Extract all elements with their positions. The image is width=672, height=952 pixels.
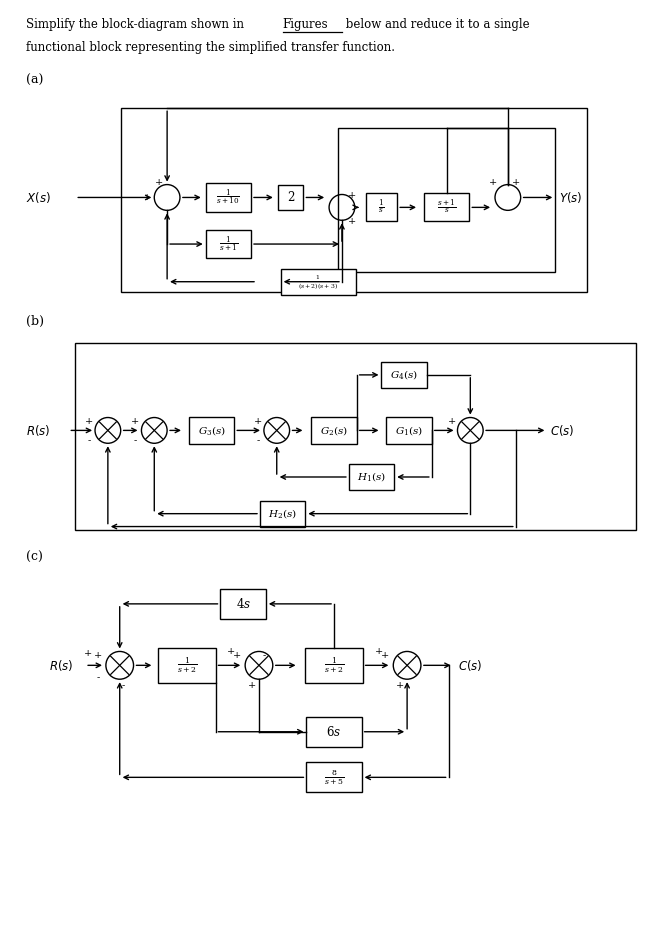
Text: -: - (262, 651, 265, 660)
Text: +: + (396, 681, 405, 689)
Text: $X(s)$: $X(s)$ (26, 190, 51, 205)
Text: $\frac{1}{s+2}$: $\frac{1}{s+2}$ (324, 656, 344, 675)
Text: +: + (227, 647, 235, 656)
Text: +: + (448, 417, 456, 426)
FancyBboxPatch shape (338, 129, 555, 272)
Text: -: - (256, 436, 259, 445)
FancyBboxPatch shape (206, 183, 251, 212)
Text: +: + (511, 178, 520, 188)
Text: $Y(s)$: $Y(s)$ (559, 190, 583, 205)
Text: (a): (a) (26, 73, 43, 87)
Text: $\frac{s+1}{s}$: $\frac{s+1}{s}$ (437, 198, 456, 216)
Text: Simplify the block-diagram shown in: Simplify the block-diagram shown in (26, 18, 248, 31)
Text: $\frac{1}{s+10}$: $\frac{1}{s+10}$ (216, 188, 241, 208)
Text: +: + (94, 651, 102, 660)
Text: $R(s)$: $R(s)$ (26, 423, 50, 438)
Text: functional block representing the simplified transfer function.: functional block representing the simpli… (26, 41, 395, 54)
Text: $R(s)$: $R(s)$ (48, 658, 73, 673)
Text: +: + (84, 649, 92, 658)
Text: $6 s$: $6 s$ (327, 724, 341, 739)
FancyBboxPatch shape (220, 589, 266, 619)
FancyBboxPatch shape (189, 417, 235, 445)
FancyBboxPatch shape (306, 763, 362, 792)
Text: +: + (381, 651, 390, 660)
Text: +: + (143, 193, 151, 202)
Text: +: + (347, 191, 356, 200)
FancyBboxPatch shape (349, 465, 394, 490)
Text: $G_3(s)$: $G_3(s)$ (198, 424, 226, 437)
Text: Figures: Figures (283, 18, 329, 31)
Text: +: + (85, 417, 93, 426)
Text: $\frac{8}{s+5}$: $\frac{8}{s+5}$ (324, 768, 344, 786)
Text: $\frac{1}{s+2}$: $\frac{1}{s+2}$ (177, 656, 197, 675)
Text: $G_1(s)$: $G_1(s)$ (395, 424, 423, 437)
FancyBboxPatch shape (121, 109, 587, 291)
Text: $C(s)$: $C(s)$ (458, 658, 483, 673)
FancyBboxPatch shape (424, 193, 469, 221)
Text: $H_1(s)$: $H_1(s)$ (357, 470, 386, 484)
Text: $4s$: $4s$ (236, 597, 251, 611)
Text: $H_2(s)$: $H_2(s)$ (268, 507, 297, 520)
Text: $G_4(s)$: $G_4(s)$ (390, 368, 418, 382)
FancyBboxPatch shape (305, 648, 363, 683)
Text: +: + (155, 178, 163, 188)
FancyBboxPatch shape (158, 648, 216, 683)
Text: below and reduce it to a single: below and reduce it to a single (342, 18, 530, 31)
Text: +: + (233, 651, 241, 660)
Text: (c): (c) (26, 551, 43, 565)
Text: $\frac{1}{s+1}$: $\frac{1}{s+1}$ (219, 234, 238, 253)
FancyBboxPatch shape (206, 230, 251, 258)
FancyBboxPatch shape (306, 717, 362, 746)
FancyBboxPatch shape (278, 185, 304, 210)
Text: -: - (134, 436, 137, 445)
FancyBboxPatch shape (386, 417, 432, 445)
Text: +: + (347, 217, 356, 226)
FancyBboxPatch shape (75, 343, 636, 529)
Text: -: - (87, 436, 91, 445)
Text: +: + (376, 647, 384, 656)
Text: +: + (489, 178, 497, 188)
Text: $G_2(s)$: $G_2(s)$ (320, 424, 348, 437)
Text: $\frac{1}{s}$: $\frac{1}{s}$ (378, 198, 385, 216)
Text: +: + (254, 417, 262, 426)
Text: +: + (248, 681, 256, 689)
Text: -: - (122, 681, 125, 689)
FancyBboxPatch shape (281, 268, 355, 294)
Text: $\frac{1}{(s+2)(s+3)}$: $\frac{1}{(s+2)(s+3)}$ (298, 273, 339, 290)
Text: +: + (132, 417, 140, 426)
FancyBboxPatch shape (366, 193, 397, 221)
Text: (b): (b) (26, 315, 44, 328)
FancyBboxPatch shape (311, 417, 357, 445)
Text: $C(s)$: $C(s)$ (550, 423, 575, 438)
FancyBboxPatch shape (260, 501, 305, 526)
Text: -: - (96, 673, 99, 682)
Text: 2: 2 (287, 191, 294, 204)
FancyBboxPatch shape (382, 362, 427, 387)
